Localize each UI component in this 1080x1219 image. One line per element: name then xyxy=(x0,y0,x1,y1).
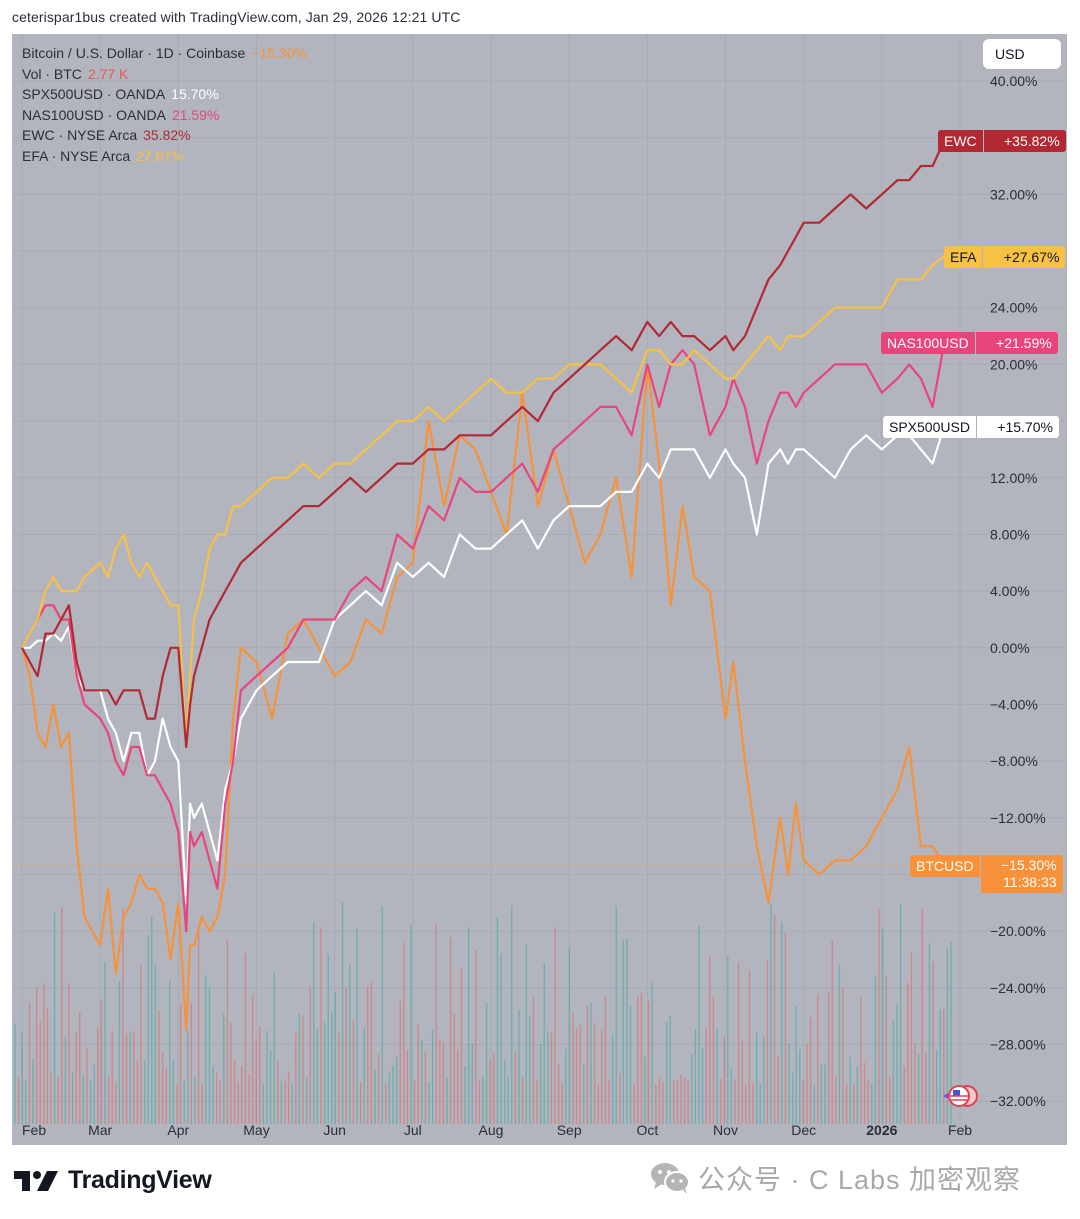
legend-item-spx500usd[interactable]: SPX500USD · OANDA 15.70% xyxy=(22,84,307,105)
legend-value: 2.77 K xyxy=(87,65,129,82)
tradingview-logo-icon xyxy=(14,1170,58,1191)
price-tag-name: NAS100USD xyxy=(881,332,975,354)
wechat-icon xyxy=(651,1162,690,1194)
legend: Bitcoin / U.S. Dollar · 1D · Coinbase −15… xyxy=(22,43,307,166)
legend-label: EFA · NYSE Arca xyxy=(22,147,131,164)
legend-value: 21.59% xyxy=(171,106,220,123)
legend-item-efa[interactable]: EFA · NYSE Arca 27.67% xyxy=(22,146,307,167)
legend-item-btcusd[interactable]: Bitcoin / U.S. Dollar · 1D · Coinbase −15… xyxy=(22,43,307,64)
legend-label: SPX500USD · OANDA xyxy=(22,86,166,102)
price-tag-name: EWC xyxy=(938,130,983,152)
price-tag-name: BTCUSD xyxy=(910,855,980,877)
watermark-text: 公众号 · C Labs 加密观察 xyxy=(698,1165,1022,1195)
x-tick-label: May xyxy=(243,1122,269,1138)
y-tick-label: 32.00% xyxy=(990,186,1037,202)
x-tick-label: Jun xyxy=(323,1122,346,1138)
legend-value: −15.30% xyxy=(251,45,307,61)
price-tag-btcusd[interactable]: BTCUSD −15.30% 11:38:33 xyxy=(910,855,1063,893)
series-line-btcusd xyxy=(20,363,946,1032)
price-tag-value: +15.70% xyxy=(976,416,1059,438)
legend-label: Vol · BTC xyxy=(22,65,82,82)
series-line-nas100usd xyxy=(21,341,946,933)
price-tag-efa[interactable]: EFA +27.67% xyxy=(944,246,1066,268)
economic-event-flag-icon[interactable] xyxy=(943,1085,978,1107)
y-tick-label: 24.00% xyxy=(990,300,1037,316)
x-tick-label: Dec xyxy=(791,1122,816,1138)
legend-item-volume[interactable]: Vol · BTC 2.77 K xyxy=(22,64,307,85)
price-tag-value: +21.59% xyxy=(975,332,1058,354)
price-tag-value: +27.67% xyxy=(983,246,1066,268)
price-tag-name: SPX500USD xyxy=(883,416,976,438)
price-tag-spx500usd[interactable]: SPX500USD +15.70% xyxy=(883,416,1059,438)
bar-close-countdown: 11:38:33 xyxy=(1003,874,1057,890)
y-tick-label: 8.00% xyxy=(990,526,1030,542)
legend-item-ewc[interactable]: EWC · NYSE Arca 35.82% xyxy=(22,125,307,146)
currency-button[interactable]: USD xyxy=(983,39,1061,69)
price-tag-value: −15.30% 11:38:33 xyxy=(980,855,1063,893)
x-tick-label: 2026 xyxy=(866,1122,897,1138)
price-tag-name: EFA xyxy=(944,246,983,268)
y-tick-label: −8.00% xyxy=(990,753,1038,769)
x-tick-label: Feb xyxy=(22,1122,46,1138)
price-tag-ewc[interactable]: EWC +35.82% xyxy=(938,130,1066,152)
x-tick-label: Jul xyxy=(404,1122,422,1138)
x-tick-label: Mar xyxy=(88,1122,112,1138)
legend-label: NAS100USD · OANDA xyxy=(22,106,166,123)
x-tick-label: Nov xyxy=(713,1122,738,1138)
y-tick-label: −28.00% xyxy=(990,1037,1046,1053)
legend-label: EWC · NYSE Arca xyxy=(22,127,138,143)
legend-item-nas100usd[interactable]: NAS100USD · OANDA 21.59% xyxy=(22,105,307,126)
y-tick-label: −20.00% xyxy=(990,923,1046,939)
x-tick-label: Aug xyxy=(479,1122,504,1138)
y-tick-label: −24.00% xyxy=(990,980,1046,996)
x-tick-label: Oct xyxy=(636,1122,658,1138)
series-line-efa xyxy=(21,254,946,749)
y-tick-label: −12.00% xyxy=(990,810,1046,826)
price-tag-percent: −15.30% xyxy=(1000,857,1057,873)
y-tick-label: 0.00% xyxy=(990,640,1030,656)
y-tick-label: −32.00% xyxy=(990,1093,1046,1109)
tradingview-logo[interactable]: TradingView xyxy=(14,1166,212,1195)
x-tick-label: Sep xyxy=(557,1122,582,1138)
legend-value: 35.82% xyxy=(143,127,191,143)
x-tick-label: Feb xyxy=(948,1122,972,1138)
wechat-watermark: 公众号 · C Labs 加密观察 xyxy=(650,1158,1021,1197)
chart-canvas[interactable]: 40.00% 32.00% 24.00% 20.00% 12.00% 8.00% 4.00%… xyxy=(12,34,1067,1145)
series-line-spx500usd xyxy=(22,424,946,905)
y-tick-label: −4.00% xyxy=(990,696,1038,712)
y-tick-label: 40.00% xyxy=(990,73,1037,89)
attribution-header: ceterispar1bus created with TradingView.… xyxy=(12,9,461,25)
x-tick-label: Apr xyxy=(167,1122,189,1138)
y-tick-label: 4.00% xyxy=(990,583,1030,599)
legend-label: Bitcoin / U.S. Dollar · 1D · Coinbase xyxy=(22,45,246,61)
legend-value: 15.70% xyxy=(171,86,219,102)
price-tag-value: +35.82% xyxy=(983,130,1066,152)
series-line-ewc xyxy=(21,139,946,749)
y-tick-label: 20.00% xyxy=(990,356,1037,372)
legend-value: 27.67% xyxy=(136,147,184,164)
chart-panel[interactable]: 40.00% 32.00% 24.00% 20.00% 12.00% 8.00% 4.00%… xyxy=(12,34,1067,1145)
tradingview-wordmark: TradingView xyxy=(68,1166,212,1194)
y-tick-label: 12.00% xyxy=(990,470,1037,486)
price-tag-nas100usd[interactable]: NAS100USD +21.59% xyxy=(881,332,1058,354)
